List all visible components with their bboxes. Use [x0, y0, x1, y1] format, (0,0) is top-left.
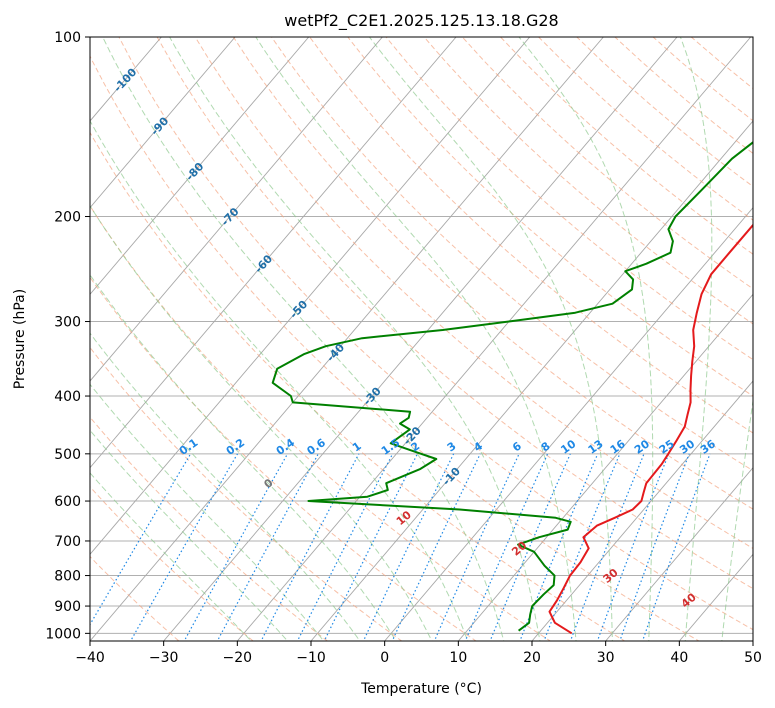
- dry-adiabat-line: [90, 416, 329, 641]
- moist-adiabat-line: [90, 383, 325, 641]
- isotherm-line: [310, 120, 753, 641]
- isotherm-line: [605, 466, 753, 641]
- dry-adiabat-line: [385, 37, 753, 361]
- x-tick-label: 10: [449, 650, 467, 666]
- isotherm-lines: [90, 37, 753, 641]
- x-axis-label: Temperature (°C): [360, 681, 482, 697]
- mixing-ratio-line: [543, 453, 621, 641]
- moist-adiabat-line: [255, 37, 577, 641]
- isobar-gridlines: [90, 37, 753, 634]
- x-tick-label: −20: [223, 650, 253, 666]
- y-tick-label: 500: [54, 447, 81, 463]
- x-axis: −40 −30 −20 −10 0 10 20 30 40 50: [75, 641, 762, 666]
- plot-frame: [89, 36, 754, 642]
- x-tick-label: 50: [744, 650, 762, 666]
- mixing-ratio-line: [519, 453, 599, 641]
- y-tick-label: 300: [54, 315, 81, 331]
- mixing-ratio-line: [569, 453, 645, 641]
- isotherm-line: [90, 37, 236, 209]
- isotherm-line: [236, 37, 752, 641]
- y-axis: 100 200 300 400 500 600 700 800 900 1000: [45, 30, 90, 642]
- moist-adiabat-line: [90, 429, 289, 641]
- mixing-ratio-line: [90, 453, 192, 626]
- isotherm-line: [90, 37, 310, 296]
- y-tick-label: 1000: [45, 626, 81, 642]
- dry-adiabat-line: [90, 486, 254, 641]
- mixing-ratio-line: [260, 453, 360, 641]
- mixing-ratio-line: [596, 453, 670, 641]
- x-tick-label: −40: [75, 650, 105, 666]
- x-tick-label: −30: [149, 650, 179, 666]
- dry-adiabat-line: [156, 37, 753, 590]
- dry-adiabat-line: [90, 276, 477, 641]
- temperature-profile: [548, 223, 753, 635]
- isotherm-line: [384, 206, 753, 641]
- moist-adiabat-line: [90, 119, 469, 641]
- x-tick-label: −10: [296, 650, 326, 666]
- x-tick-label: 20: [523, 650, 541, 666]
- y-tick-label: 700: [54, 534, 81, 550]
- dry-adiabat-line: [90, 346, 403, 641]
- y-tick-label: 800: [54, 569, 81, 585]
- moist-adiabat-line: [518, 37, 654, 641]
- dry-adiabat-line: [90, 54, 700, 641]
- y-tick-label: 900: [54, 599, 81, 615]
- moist-adiabat-line: [721, 397, 753, 641]
- dry-adiabat-line: [90, 131, 626, 641]
- isotherm-line: [531, 380, 753, 641]
- moist-adiabat-line: [90, 332, 361, 641]
- y-tick-label: 600: [54, 494, 81, 510]
- sounding-profiles: [271, 141, 753, 635]
- mixing-ratio-lines: [90, 453, 711, 641]
- isotherm-line: [90, 37, 383, 382]
- x-tick-label: 40: [670, 650, 688, 666]
- dry-adiabat-line: [270, 37, 753, 472]
- moist-adiabat-line: [90, 273, 397, 641]
- dry-adiabat-line: [232, 37, 753, 510]
- y-tick-label: 100: [54, 30, 81, 46]
- mixing-ratio-line: [489, 453, 571, 641]
- x-tick-label: 0: [380, 650, 389, 666]
- isotherm-line: [163, 37, 678, 641]
- y-axis-label: Pressure (hPa): [12, 289, 28, 389]
- y-tick-label: 400: [54, 389, 81, 405]
- isotherm-line: [90, 37, 457, 469]
- dewpoint-profile: [271, 141, 753, 632]
- mixing-ratio-line: [216, 453, 319, 641]
- dry-adiabat-line: [118, 37, 753, 631]
- plot-area: -100-90-80-70-60-50-40-30-20-10 0.1 0.2 0.…: [90, 37, 753, 641]
- x-tick-label: 30: [597, 650, 615, 666]
- y-tick-label: 200: [54, 210, 81, 226]
- moist-adiabat-line: [169, 37, 541, 641]
- mixing-ratio-line: [362, 453, 455, 641]
- mixing-ratio-line: [641, 453, 711, 641]
- moist-adiabat-line: [90, 204, 433, 641]
- mixing-ratio-line: [619, 453, 690, 641]
- moist-adiabat-line: [90, 472, 252, 641]
- chart-title: wetPf2_C2E1.2025.125.13.18.G28: [284, 11, 558, 31]
- isotherm-line: [90, 37, 531, 556]
- dry-adiabat-line: [347, 37, 753, 397]
- moist-adiabat-line: [679, 37, 713, 641]
- isotherm-line: [90, 37, 604, 641]
- isotherm-line: [457, 293, 753, 641]
